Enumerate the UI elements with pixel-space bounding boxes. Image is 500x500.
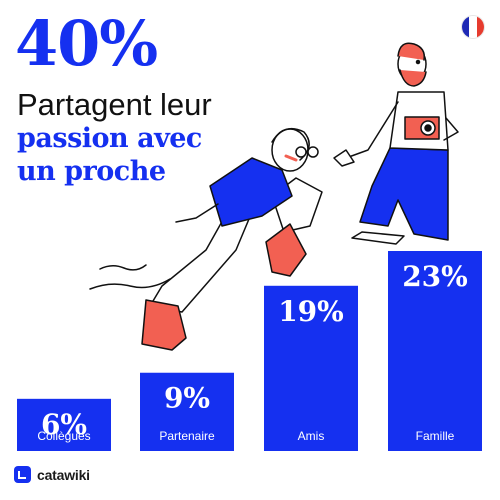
subtitle-line-1: Partagent leur (17, 87, 212, 122)
bar-group: 9% Partenaire (140, 372, 234, 451)
bar-value-label: 23% (402, 260, 468, 293)
standing-man (333, 42, 459, 245)
bar-value-label: 9% (164, 382, 210, 415)
bar-category-label: Collègues (37, 429, 90, 443)
bar-group: 6%Collègues (17, 398, 111, 451)
bar-value-label: 6% (41, 408, 87, 441)
bar-category-label: Famille (416, 429, 455, 443)
subtitle-line-2: passion avec (17, 123, 202, 154)
headline-percentage: 40% (15, 7, 158, 80)
motion-lines (89, 264, 171, 290)
bar (17, 398, 111, 451)
climbing-woman (141, 127, 323, 351)
bar (264, 285, 358, 451)
bar-group: 23% Famille (388, 251, 482, 451)
bar (140, 372, 234, 451)
bar-value-label: 19% (278, 295, 344, 328)
flag-stripe-white (469, 16, 477, 38)
bar-category-label: Amis (298, 429, 325, 443)
flag-stripe-red (476, 16, 484, 38)
brand-name: catawiki (37, 466, 90, 483)
subtitle-line-3: un proche (17, 156, 166, 187)
flag-stripe-blue (462, 16, 470, 38)
brand-logo: catawiki (14, 466, 90, 483)
bar-category-label: Partenaire (159, 429, 215, 443)
france-flag-icon (461, 15, 485, 39)
bar-group: 19% Amis (264, 285, 358, 451)
bar (388, 251, 482, 451)
catawiki-logo-icon (14, 466, 31, 483)
